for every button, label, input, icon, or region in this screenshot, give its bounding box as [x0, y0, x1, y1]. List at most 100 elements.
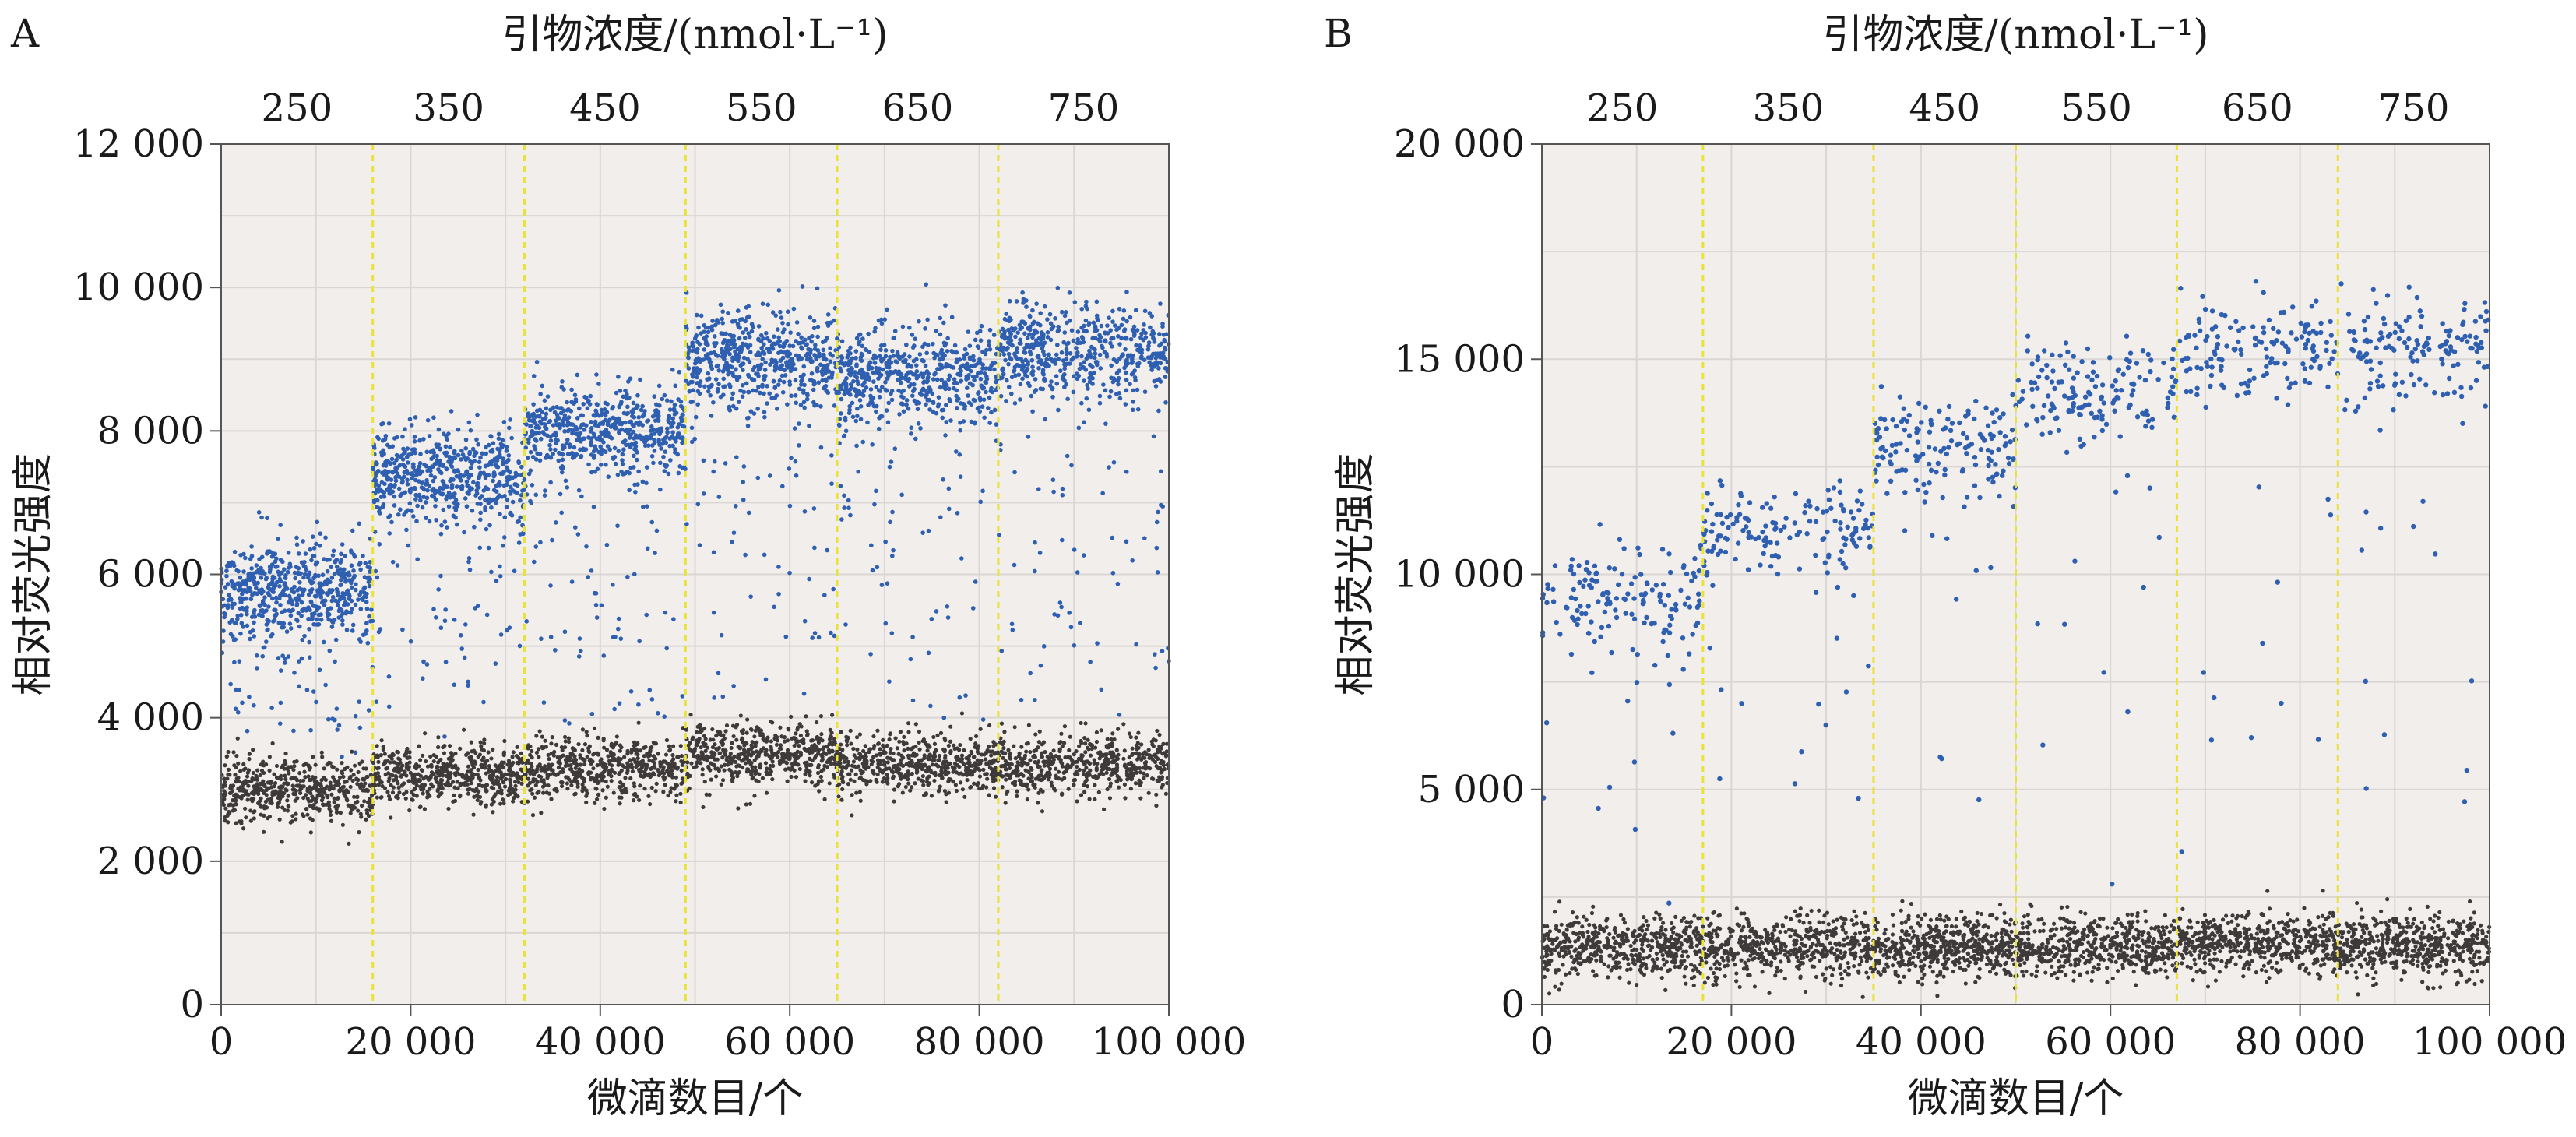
negative-droplet-point	[1003, 759, 1008, 763]
negative-droplet-point	[700, 773, 705, 777]
negative-droplet-point	[900, 763, 906, 769]
rain-droplet-point	[297, 684, 301, 689]
positive-droplet-point	[653, 418, 658, 423]
negative-droplet-point	[620, 783, 625, 788]
negative-droplet-point	[764, 739, 769, 744]
negative-droplet-point	[1096, 751, 1101, 755]
positive-droplet-point	[245, 611, 249, 617]
negative-droplet-point	[951, 768, 956, 773]
negative-droplet-point	[713, 766, 718, 771]
negative-droplet-point	[564, 775, 568, 780]
negative-droplet-point	[769, 755, 773, 760]
negative-droplet-point	[773, 733, 778, 738]
positive-droplet-point	[575, 416, 580, 421]
negative-droplet-point	[607, 762, 612, 766]
positive-droplet-point	[662, 392, 667, 398]
negative-droplet-point	[596, 792, 601, 797]
positive-droplet-point	[505, 497, 510, 502]
negative-droplet-point	[246, 792, 251, 797]
negative-droplet-point	[338, 811, 343, 815]
positive-droplet-point	[445, 437, 450, 442]
negative-droplet-point	[429, 762, 434, 767]
positive-droplet-point	[349, 550, 354, 555]
negative-droplet-point	[413, 787, 417, 791]
positive-droplet-point	[224, 573, 229, 579]
rain-droplet-point	[612, 706, 617, 712]
positive-droplet-point	[539, 421, 544, 426]
rain-droplet-point	[559, 510, 564, 516]
negative-droplet-point	[851, 746, 856, 752]
negative-droplet-point	[649, 745, 654, 750]
negative-droplet-point	[1040, 768, 1044, 773]
negative-droplet-point	[782, 739, 787, 744]
negative-droplet-point	[575, 774, 580, 779]
rain-droplet-point	[610, 582, 615, 587]
positive-droplet-point	[657, 431, 662, 437]
negative-droplet-point	[618, 801, 622, 806]
negative-droplet-point	[590, 759, 595, 764]
rain-droplet-point	[615, 472, 621, 477]
negative-droplet-point	[573, 791, 578, 796]
rain-droplet-point	[635, 482, 640, 487]
positive-droplet-point	[677, 464, 682, 469]
negative-droplet-point	[984, 757, 988, 762]
negative-droplet-point	[734, 737, 739, 742]
negative-droplet-point	[753, 744, 758, 748]
positive-droplet-point	[361, 554, 365, 558]
negative-droplet-point	[328, 812, 333, 818]
negative-droplet-point	[251, 810, 256, 815]
negative-droplet-point	[348, 811, 353, 815]
positive-droplet-point	[442, 519, 448, 524]
positive-droplet-point	[621, 394, 626, 400]
positive-droplet-point	[466, 420, 472, 425]
negative-droplet-point	[306, 763, 311, 768]
negative-droplet-point	[1057, 748, 1062, 754]
negative-droplet-point	[584, 794, 589, 798]
positive-droplet-point	[610, 406, 614, 411]
positive-droplet-point	[364, 621, 369, 626]
negative-droplet-point	[724, 723, 730, 728]
positive-droplet-point	[456, 502, 460, 507]
positive-droplet-point	[278, 603, 283, 607]
negative-droplet-point	[375, 795, 379, 800]
negative-droplet-point	[239, 821, 244, 826]
positive-droplet-point	[651, 427, 656, 432]
positive-droplet-point	[248, 597, 254, 602]
rain-droplet-point	[663, 610, 668, 615]
rain-droplet-point	[265, 621, 270, 625]
positive-droplet-point	[815, 334, 820, 340]
negative-droplet-point	[642, 769, 647, 775]
positive-droplet-point	[322, 603, 327, 607]
negative-droplet-point	[938, 784, 942, 789]
negative-droplet-point	[1002, 730, 1007, 734]
negative-droplet-point	[794, 761, 799, 766]
negative-droplet-point	[820, 747, 825, 752]
negative-droplet-point	[945, 759, 949, 764]
positive-droplet-point	[664, 435, 669, 439]
positive-droplet-point	[230, 618, 234, 623]
positive-droplet-point	[349, 580, 354, 586]
rain-droplet-point	[577, 636, 582, 641]
negative-droplet-point	[580, 727, 586, 732]
negative-droplet-point	[827, 781, 832, 786]
positive-droplet-point	[681, 412, 685, 417]
rain-droplet-point	[593, 603, 599, 607]
negative-droplet-point	[391, 785, 396, 790]
negative-droplet-point	[559, 783, 565, 789]
negative-droplet-point	[1012, 780, 1018, 784]
negative-droplet-point	[825, 745, 829, 749]
positive-droplet-point	[463, 496, 468, 501]
positive-droplet-point	[405, 446, 410, 451]
positive-droplet-point	[531, 374, 537, 378]
positive-droplet-point	[438, 470, 444, 476]
positive-droplet-point	[417, 438, 422, 443]
negative-droplet-point	[431, 784, 435, 789]
positive-droplet-point	[572, 401, 576, 406]
negative-droplet-point	[283, 762, 288, 766]
negative-droplet-point	[921, 783, 926, 787]
rain-droplet-point	[576, 488, 582, 493]
negative-droplet-point	[849, 768, 854, 773]
positive-droplet-point	[468, 428, 473, 433]
negative-droplet-point	[760, 734, 765, 738]
negative-droplet-point	[932, 752, 937, 757]
